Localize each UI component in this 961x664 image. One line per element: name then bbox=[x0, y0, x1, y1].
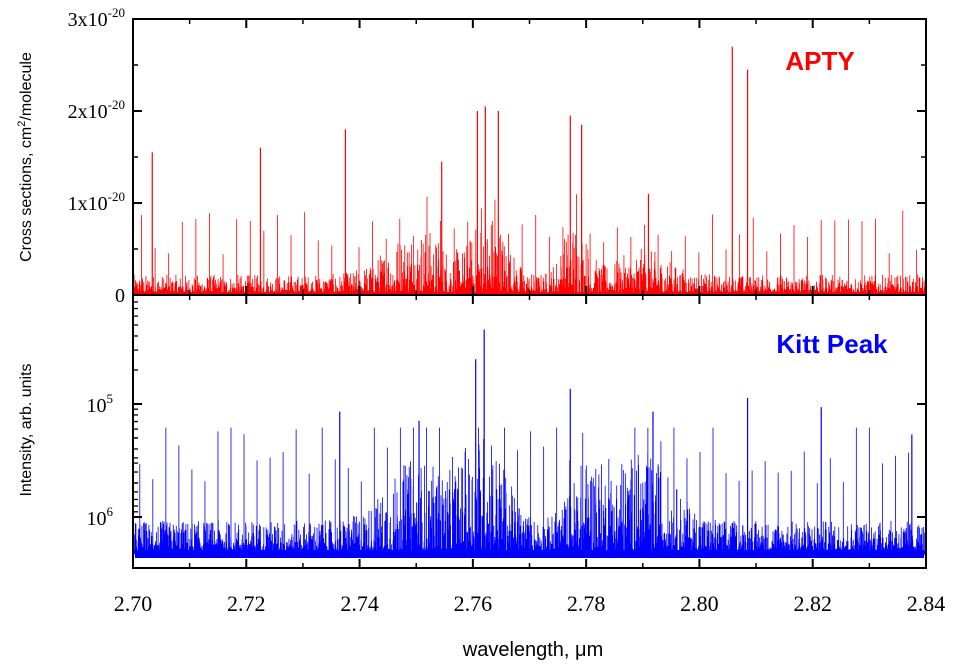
xtick-label: 2.84 bbox=[907, 591, 946, 616]
xtick-label: 2.80 bbox=[680, 591, 719, 616]
bottom-ytick-label: 105 bbox=[87, 391, 114, 417]
apty-spectrum bbox=[132, 46, 927, 295]
apty-label: APTY bbox=[785, 46, 854, 76]
xtick-label: 2.82 bbox=[793, 591, 832, 616]
bottom-panel: 105 106 Kitt Peak Intensity, arb. units bbox=[18, 294, 927, 569]
kitt-peak-label: Kitt Peak bbox=[776, 329, 888, 359]
xtick-label: 2.70 bbox=[114, 591, 153, 616]
x-axis-ticks: 2.70 2.72 2.74 2.76 2.78 2.80 2.82 2.84 bbox=[114, 19, 946, 616]
xtick-label: 2.74 bbox=[340, 591, 379, 616]
top-ytick-label: 3x10-20 bbox=[68, 5, 125, 31]
xtick-label: 2.76 bbox=[454, 591, 493, 616]
xtick-label: 2.78 bbox=[567, 591, 606, 616]
kitt-peak-spectrum bbox=[132, 329, 927, 558]
bottom-y-ticks: 105 106 bbox=[87, 301, 926, 530]
xtick-label: 2.72 bbox=[227, 591, 266, 616]
apty-spectrum-lines bbox=[132, 194, 927, 295]
top-ytick-label: 2x10-20 bbox=[68, 97, 125, 123]
top-ytick-label: 0 bbox=[115, 285, 125, 307]
top-panel: 0 1x10-20 2x10-20 3x10-20 APTY Cross sectio… bbox=[16, 5, 927, 307]
bottom-ytick-label: 106 bbox=[87, 504, 114, 530]
kitt-peak-baseline bbox=[135, 550, 924, 558]
top-y-ticks: 0 1x10-20 2x10-20 3x10-20 bbox=[68, 5, 926, 307]
top-ytick-label: 1x10-20 bbox=[68, 189, 125, 215]
kitt-peak-spectrum-lines bbox=[132, 427, 927, 556]
bottom-y-axis-label: Intensity, arb. units bbox=[18, 363, 35, 496]
top-y-axis-label: Cross sections, cm2/molecule bbox=[16, 52, 35, 262]
x-axis-label: wavelength, μm bbox=[462, 639, 603, 661]
